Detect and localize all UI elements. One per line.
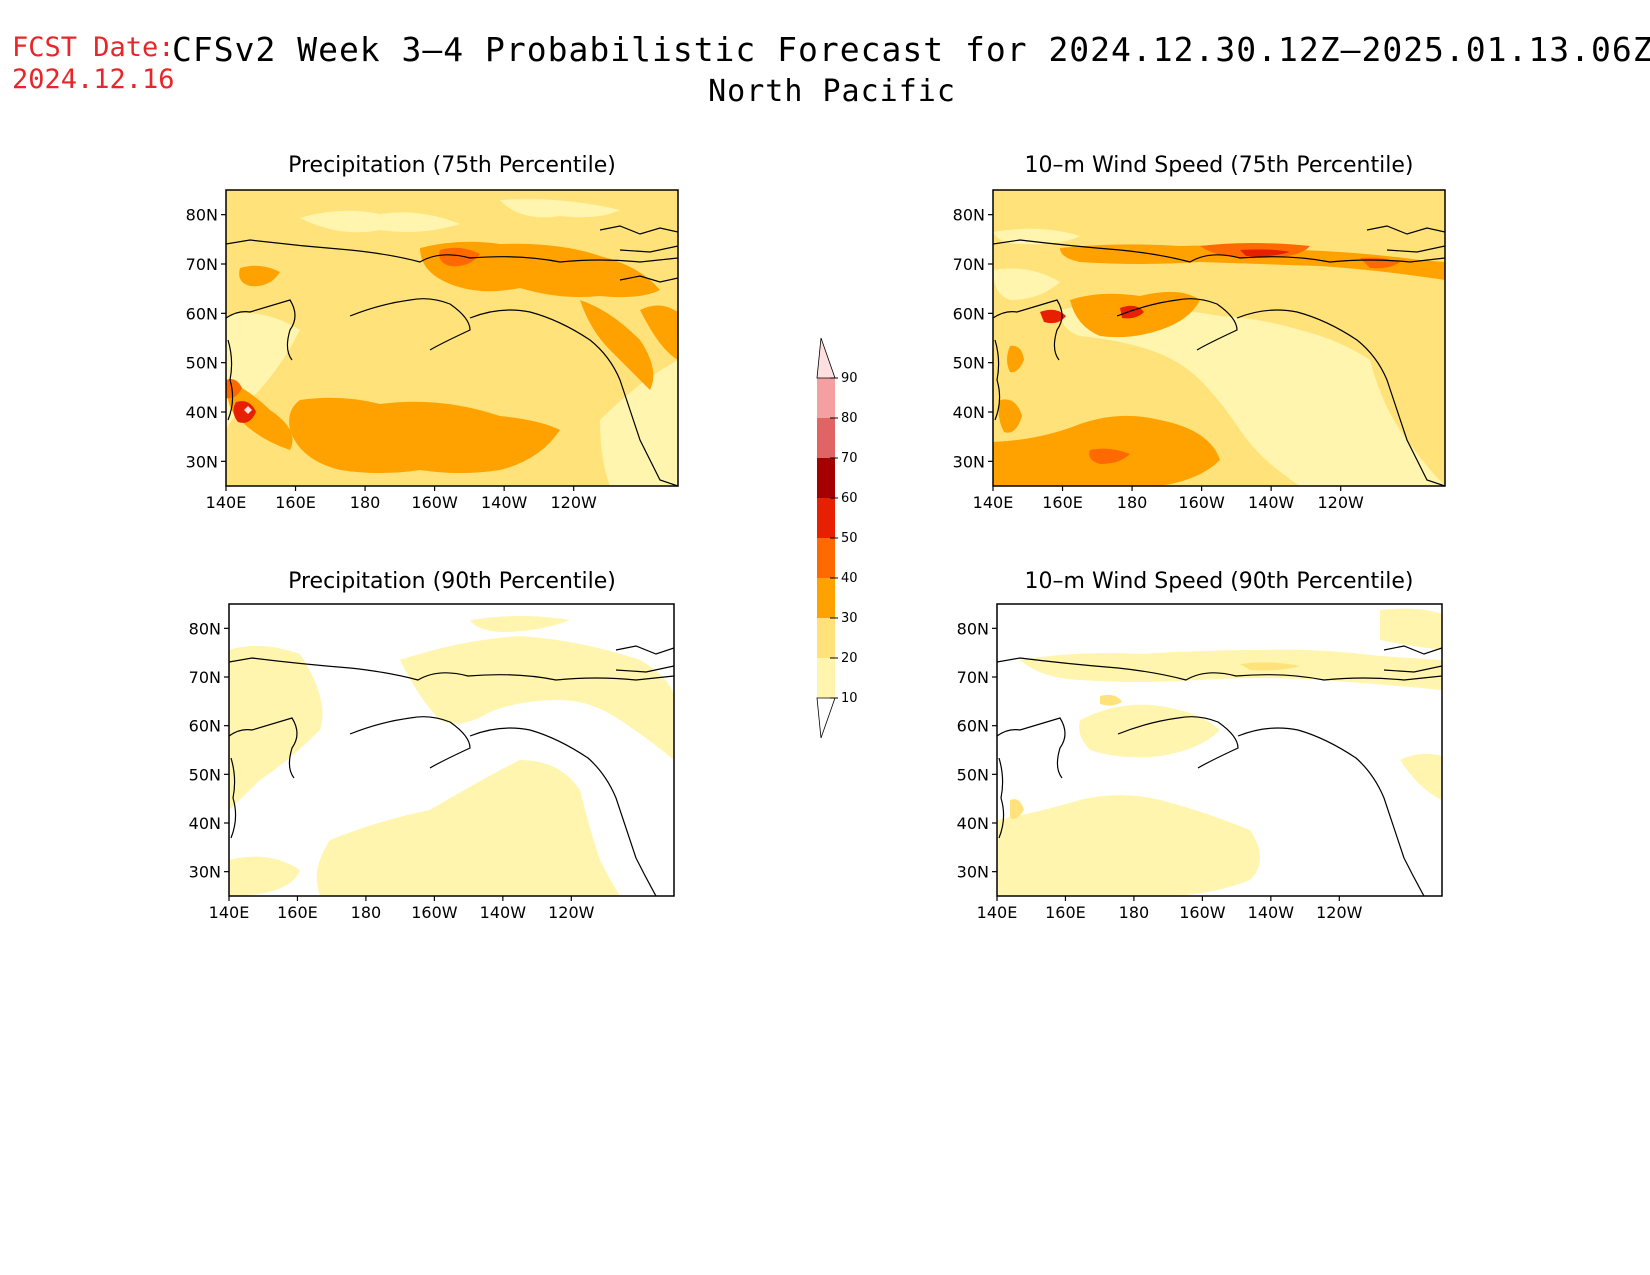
x-tick-label-wind75: 140E <box>973 493 1014 512</box>
panel-wind75: 10–m Wind Speed (75th Percentile) <box>992 153 1446 487</box>
coastline-wind75 <box>993 225 1445 486</box>
frame-precip75 <box>225 189 679 487</box>
y-tick-label-wind75: 80N <box>953 206 985 225</box>
x-tick-label-precip90: 140E <box>209 903 250 922</box>
y-tick-label-wind90: 70N <box>957 668 989 687</box>
region-title: North Pacific <box>0 74 1650 109</box>
colorbar-label-90: 90 <box>841 371 858 386</box>
x-tick-label-wind90: 120W <box>1316 903 1363 922</box>
y-tick-label-wind90: 40N <box>957 814 989 833</box>
x-tick-label-precip75: 160W <box>411 493 458 512</box>
x-tick-label-wind90: 140W <box>1248 903 1295 922</box>
x-tick-label-precip90: 180 <box>351 903 382 922</box>
x-tick-label-precip90: 120W <box>548 903 595 922</box>
y-tick-label-precip75: 80N <box>186 206 218 225</box>
x-tick-label-precip90: 160W <box>411 903 458 922</box>
frame-precip90 <box>228 603 675 897</box>
field-wind75 <box>993 190 1445 486</box>
colorbar-label-80: 80 <box>841 411 858 426</box>
x-tick-label-wind90: 160E <box>1045 903 1086 922</box>
colorbar-swatch-70 <box>817 418 835 458</box>
panel-precip75: Precipitation (75th Percentile) <box>225 153 679 487</box>
main-title: CFSv2 Week 3–4 Probabilistic Forecast fo… <box>172 30 1650 69</box>
colorbar-swatch-50 <box>817 498 835 538</box>
y-tick-label-precip75: 60N <box>186 304 218 323</box>
coastline-wind90 <box>997 645 1442 896</box>
y-tick-label-wind75: 30N <box>953 452 985 471</box>
panel-title-wind90: 10–m Wind Speed (90th Percentile) <box>1025 569 1414 594</box>
field-wind90 <box>997 604 1442 896</box>
colorbar-swatch-40 <box>817 538 835 578</box>
colorbar-label-30: 30 <box>841 611 858 626</box>
colorbar-bottom-arrow <box>816 697 836 739</box>
forecast-date-label: FCST Date: 2024.12.16 <box>12 32 175 96</box>
colorbar-swatch-60 <box>817 458 835 498</box>
x-tick-label-wind75: 160E <box>1042 493 1083 512</box>
y-tick-label-precip75: 30N <box>186 452 218 471</box>
y-tick-label-wind75: 60N <box>953 304 985 323</box>
frame-wind90 <box>996 603 1443 897</box>
y-tick-label-precip90: 50N <box>189 765 221 784</box>
panel-title-wind75: 10–m Wind Speed (75th Percentile) <box>1025 153 1414 178</box>
colorbar-swatch-30 <box>817 578 835 618</box>
y-tick-label-wind90: 50N <box>957 765 989 784</box>
x-tick-label-wind75: 120W <box>1318 493 1365 512</box>
colorbar-top-arrow <box>816 337 836 379</box>
colorbar-swatch-20 <box>817 618 835 658</box>
y-tick-label-wind90: 60N <box>957 717 989 736</box>
panel-title-precip90: Precipitation (90th Percentile) <box>288 569 616 594</box>
colorbar-label-50: 50 <box>841 531 858 546</box>
panel-precip90: Precipitation (90th Percentile) <box>228 569 675 897</box>
y-tick-label-precip75: 70N <box>186 255 218 274</box>
y-tick-label-precip90: 70N <box>189 668 221 687</box>
y-tick-label-precip75: 40N <box>186 403 218 422</box>
colorbar-label-70: 70 <box>841 451 858 466</box>
x-tick-label-wind75: 140W <box>1248 493 1295 512</box>
x-tick-label-precip90: 160E <box>277 903 318 922</box>
x-tick-label-precip75: 180 <box>350 493 381 512</box>
colorbar-swatch-80 <box>817 378 835 418</box>
colorbar-swatch-10 <box>817 658 835 698</box>
panel-title-precip75: Precipitation (75th Percentile) <box>288 153 616 178</box>
coastline-precip90 <box>229 645 674 896</box>
y-tick-label-precip90: 80N <box>189 619 221 638</box>
x-tick-label-precip75: 140E <box>206 493 247 512</box>
x-tick-label-wind90: 140E <box>977 903 1018 922</box>
colorbar-label-10: 10 <box>841 691 858 706</box>
y-tick-label-wind75: 70N <box>953 255 985 274</box>
y-tick-label-wind90: 80N <box>957 619 989 638</box>
y-tick-label-wind75: 40N <box>953 403 985 422</box>
colorbar: 10 20 30 40 50 60 70 80 90 <box>816 337 858 739</box>
y-tick-label-wind90: 30N <box>957 863 989 882</box>
fcst-date: 2024.12.16 <box>12 64 175 95</box>
panel-wind90: 10–m Wind Speed (90th Percentile) <box>996 569 1443 897</box>
coastline-precip75 <box>226 225 678 486</box>
x-tick-label-precip75: 120W <box>551 493 598 512</box>
colorbar-label-20: 20 <box>841 651 858 666</box>
colorbar-label-40: 40 <box>841 571 858 586</box>
colorbar-label-60: 60 <box>841 491 858 506</box>
y-tick-label-precip90: 30N <box>189 863 221 882</box>
x-tick-label-wind75: 180 <box>1117 493 1148 512</box>
region-title-text: North Pacific <box>708 74 956 109</box>
x-tick-label-precip75: 140W <box>481 493 528 512</box>
y-tick-label-precip90: 40N <box>189 814 221 833</box>
y-tick-label-precip75: 50N <box>186 354 218 373</box>
field-precip90 <box>229 604 674 896</box>
frame-wind75 <box>992 189 1446 487</box>
x-tick-label-precip75: 160E <box>275 493 316 512</box>
x-tick-label-wind90: 180 <box>1119 903 1150 922</box>
y-tick-label-wind75: 50N <box>953 354 985 373</box>
y-tick-label-precip90: 60N <box>189 717 221 736</box>
x-tick-label-wind75: 160W <box>1178 493 1225 512</box>
x-tick-label-precip90: 140W <box>480 903 527 922</box>
axes-layer: 140E 160E 180 160W 140W 120W 80N 70N 60N 50N 40N 30… <box>186 206 1364 922</box>
x-tick-label-wind90: 160W <box>1179 903 1226 922</box>
fcst-label: FCST Date: <box>12 32 175 63</box>
